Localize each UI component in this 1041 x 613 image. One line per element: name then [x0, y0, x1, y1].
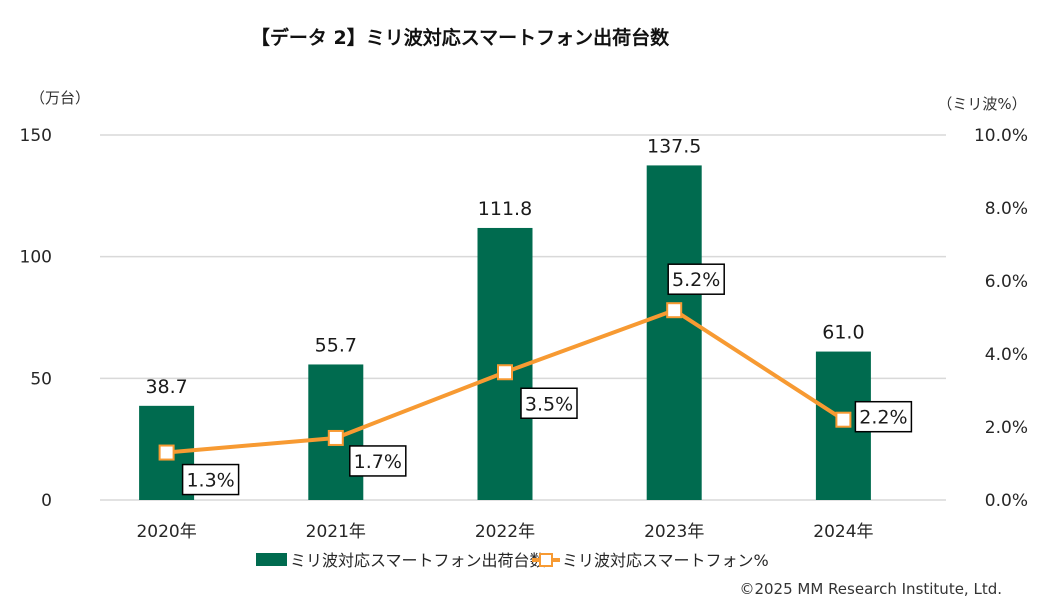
line-label-box: 5.2% — [667, 263, 725, 295]
left-tick-label: 100 — [20, 248, 52, 268]
line-marker-2022年 — [497, 364, 513, 381]
line-value-label: 1.3% — [186, 470, 234, 492]
copyright-footer: ©2025 MM Research Institute, Ltd. — [739, 580, 1002, 598]
line-label-box: 2.2% — [854, 400, 913, 433]
left-tick-label: 150 — [20, 126, 52, 146]
line-marker-2023年 — [666, 302, 683, 319]
line-value-label: 1.7% — [354, 451, 402, 473]
line-value-label: 2.2% — [859, 407, 907, 429]
line-marker-2020年 — [158, 444, 175, 461]
bar-value-label: 38.7 — [145, 376, 187, 398]
right-axis-unit: （ミリ波%） — [937, 95, 1026, 113]
legend-bar-swatch — [256, 553, 287, 566]
line-value-label: 3.5% — [525, 393, 573, 415]
right-tick-label: 10.0% — [974, 126, 1028, 146]
x-tick-label: 2020年 — [136, 522, 196, 542]
right-tick-label: 4.0% — [985, 345, 1028, 365]
label-box-border — [667, 263, 725, 295]
left-tick-label: 0 — [41, 491, 52, 511]
x-axis-ticks: 2020年 2021年 2022年 2023年 2024年 — [136, 522, 873, 542]
x-tick-label: 2023年 — [644, 522, 704, 542]
right-tick-label: 0.0% — [985, 491, 1028, 511]
legend-bar-label: ミリ波対応スマートフォン出荷台数 — [290, 551, 546, 570]
x-tick-label: 2024年 — [813, 522, 873, 542]
left-axis-unit: （万台） — [30, 89, 90, 107]
right-tick-label: 2.0% — [985, 418, 1028, 438]
left-axis-ticks: 0 50 100 150 — [20, 126, 52, 511]
bar-value-label: 137.5 — [647, 135, 701, 157]
line-label-box: 1.7% — [349, 445, 407, 477]
bar-value-label: 61.0 — [822, 322, 864, 344]
line-series — [158, 302, 852, 461]
bar-2023年 — [646, 165, 702, 500]
line-label-box: 3.5% — [520, 387, 578, 419]
line-marker-2024年 — [835, 411, 852, 428]
x-tick-label: 2021年 — [306, 522, 366, 542]
right-tick-label: 6.0% — [985, 272, 1028, 292]
legend-line-label: ミリ波対応スマートフォン% — [562, 551, 769, 570]
right-tick-label: 8.0% — [985, 199, 1028, 219]
legend-line-marker — [539, 553, 553, 567]
label-box-border — [854, 400, 913, 433]
line-value-label: 5.2% — [672, 269, 720, 291]
legend: ミリ波対応スマートフォン出荷台数 ミリ波対応スマートフォン% — [256, 551, 769, 570]
bar-value-label: 55.7 — [315, 334, 357, 356]
x-tick-label: 2022年 — [475, 522, 535, 542]
chart-title: 【データ 2】ミリ波対応スマートフォン出荷台数 — [251, 26, 670, 49]
line-marker-2021年 — [327, 429, 344, 446]
bar-data-labels: 38.7 55.7 111.8 137.5 61.0 — [145, 135, 864, 397]
label-box-border — [181, 463, 240, 496]
label-box-border — [349, 445, 407, 477]
left-tick-label: 50 — [30, 369, 52, 389]
label-box-border — [520, 387, 578, 419]
line-data-labels: 1.3% 1.7% 3.5% 5.2% 2.2% — [181, 263, 913, 496]
bar-value-label: 111.8 — [478, 198, 532, 220]
right-axis-ticks: 0.0% 2.0% 4.0% 6.0% 8.0% 10.0% — [974, 126, 1028, 511]
line-label-box: 1.3% — [181, 463, 240, 496]
